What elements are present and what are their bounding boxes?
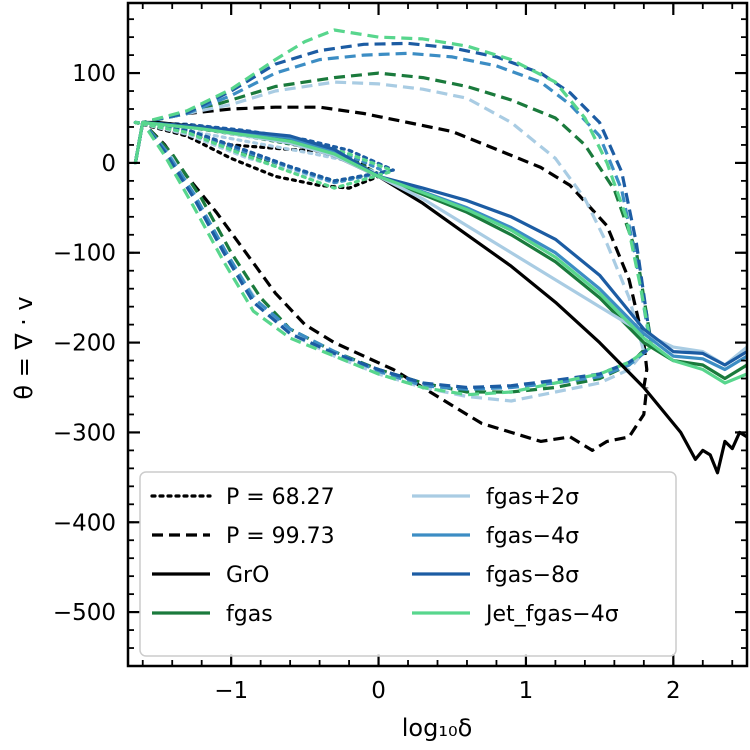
legend-label: GrO xyxy=(226,563,269,588)
axes: −1 0 1 2 100 0 −100 −200 −300 −400 −500 xyxy=(53,1,749,704)
legend-label: Jet_fgas−4σ xyxy=(484,602,619,627)
y-tick-label: −400 xyxy=(53,510,116,536)
x-tick-label: 2 xyxy=(666,678,681,704)
y-tick-label: −100 xyxy=(53,241,116,267)
y-tick-label: 0 xyxy=(101,151,116,177)
legend-label: fgas+2σ xyxy=(486,485,579,510)
p9973-lower-jet-fgas-4 xyxy=(133,120,653,397)
x-tick-label: 0 xyxy=(371,678,386,704)
p9973-upper-fgas xyxy=(133,71,653,343)
legend-box xyxy=(139,471,677,657)
x-tick-label: −1 xyxy=(214,678,248,704)
legend: P = 68.27 P = 99.73 GrO fgas fgas+2σ fgas−4σ f… xyxy=(139,471,677,657)
y-tick-label: −200 xyxy=(53,331,116,357)
p9973-upper-gro xyxy=(133,105,649,388)
p6827-lower-gro xyxy=(133,120,381,190)
p6827-lower-jet-fgas-4 xyxy=(133,120,395,190)
x-tick-label: 1 xyxy=(519,678,534,704)
y-tick-label: −300 xyxy=(53,420,116,446)
legend-label: fgas−8σ xyxy=(486,563,579,588)
legend-label: P = 68.27 xyxy=(226,485,335,510)
legend-label: fgas−4σ xyxy=(486,524,579,549)
p9973-upper-jet-fgas-4 xyxy=(133,28,653,348)
p9973-upper-fgas-2 xyxy=(133,80,646,353)
y-tick-label: −500 xyxy=(53,600,116,626)
series-group xyxy=(133,28,747,475)
p9973-upper-fgas-8 xyxy=(133,41,653,348)
median-line-jet-fgas-4 xyxy=(133,120,747,385)
median-line-gro xyxy=(133,120,747,475)
p6827-lower-fgas-8 xyxy=(133,120,395,183)
plot-area xyxy=(133,28,747,475)
x-axis-label: log₁₀δ xyxy=(402,714,473,742)
median-line-fgas-8 xyxy=(133,120,747,367)
y-tick-label: 100 xyxy=(72,61,116,87)
legend-label: P = 99.73 xyxy=(226,524,335,549)
y-axis-label: θ = ∇ · v xyxy=(10,296,38,399)
p9973-lower-fgas xyxy=(133,120,653,394)
legend-label: fgas xyxy=(226,602,273,627)
p9973-lower-fgas-2 xyxy=(133,120,646,403)
